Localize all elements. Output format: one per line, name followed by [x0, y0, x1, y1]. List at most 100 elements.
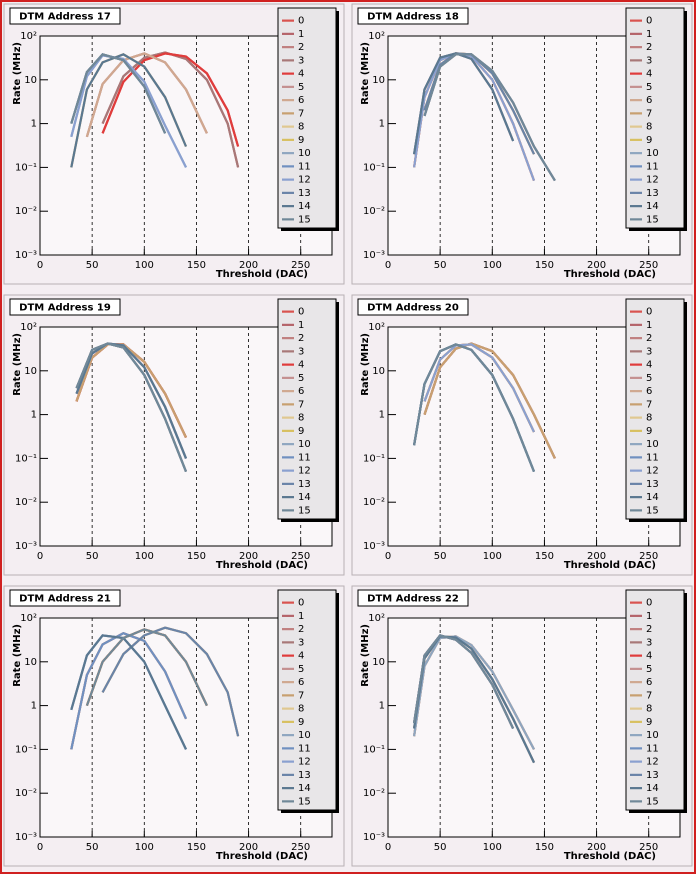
legend-label: 15	[646, 796, 659, 807]
legend-label: 11	[646, 161, 659, 172]
legend-label: 10	[646, 148, 659, 159]
legend-label: 3	[298, 55, 304, 66]
legend-label: 15	[298, 796, 311, 807]
x-tick-label: 200	[239, 842, 258, 853]
title-box	[357, 298, 469, 316]
legend-label: 0	[646, 598, 652, 609]
legend-label: 14	[298, 783, 311, 794]
legend-box	[625, 589, 685, 811]
legend-label: 5	[298, 664, 304, 675]
legend-label: 8	[298, 122, 304, 133]
y-tick-label: 10	[372, 75, 385, 86]
x-tick-label: 100	[135, 842, 154, 853]
legend-label: 13	[298, 479, 311, 490]
x-tick-label: 150	[187, 551, 206, 562]
legend-label: 3	[646, 55, 652, 66]
chart-title: DTM Address 18	[367, 12, 459, 23]
legend-label: 6	[298, 386, 304, 397]
legend-label: 7	[298, 690, 304, 701]
x-tick-label: 150	[535, 260, 554, 271]
legend-box	[625, 7, 685, 229]
x-tick-label: 100	[483, 842, 502, 853]
legend-label: 8	[298, 704, 304, 715]
x-axis-label: Threshold (DAC)	[216, 269, 308, 280]
y-tick-label: 10⁻¹	[15, 162, 37, 173]
chart-title: DTM Address 17	[19, 12, 111, 23]
x-axis-label: Threshold (DAC)	[564, 560, 656, 571]
title-box	[9, 589, 121, 607]
series-line	[413, 634, 515, 729]
legend-label: 12	[646, 466, 659, 477]
x-tick-label: 100	[135, 260, 154, 271]
legend-label: 0	[298, 598, 304, 609]
legend-label: 9	[298, 717, 304, 728]
x-tick-label: 50	[434, 842, 447, 853]
series-line	[70, 631, 188, 750]
legend-label: 7	[298, 399, 304, 410]
title-box	[357, 589, 469, 607]
title-box	[9, 7, 121, 25]
legend-label: 0	[298, 16, 304, 27]
legend-label: 2	[298, 42, 304, 53]
series-line	[70, 53, 167, 134]
legend-label: 1	[646, 320, 652, 331]
series-line	[75, 342, 188, 473]
legend-label: 2	[298, 333, 304, 344]
legend-label: 8	[646, 704, 652, 715]
x-tick-label: 150	[187, 842, 206, 853]
legend-label: 11	[646, 743, 659, 754]
legend-label: 12	[298, 466, 311, 477]
x-tick-label: 50	[86, 842, 99, 853]
y-tick-label: 10⁻²	[363, 497, 385, 508]
chart-title: DTM Address 19	[19, 303, 111, 314]
x-axis-label: Threshold (DAC)	[216, 560, 308, 571]
chart-title: DTM Address 22	[367, 594, 459, 605]
series-line	[413, 635, 535, 764]
legend-label: 14	[646, 201, 659, 212]
legend-label: 5	[646, 373, 652, 384]
legend-label: 10	[298, 439, 311, 450]
legend-label: 13	[646, 479, 659, 490]
legend-label: 10	[646, 439, 659, 450]
legend-label: 9	[298, 135, 304, 146]
y-tick-label: 10²	[20, 31, 37, 42]
x-tick-label: 250	[291, 260, 310, 271]
x-tick-label: 200	[587, 260, 606, 271]
legend-label: 5	[646, 82, 652, 93]
legend-label: 2	[646, 42, 652, 53]
y-tick-label: 10	[24, 366, 37, 377]
x-axis-label: Threshold (DAC)	[564, 269, 656, 280]
legend-label: 4	[646, 360, 652, 371]
legend-label: 13	[298, 188, 311, 199]
x-tick-label: 0	[385, 842, 391, 853]
y-tick-label: 1	[379, 701, 385, 712]
legend-label: 6	[646, 95, 652, 106]
legend-label: 5	[298, 373, 304, 384]
y-tick-label: 10²	[20, 322, 37, 333]
legend-label: 4	[646, 651, 652, 662]
y-tick-label: 10⁻³	[363, 250, 385, 261]
y-tick-label: 1	[31, 410, 37, 421]
y-tick-label: 10⁻¹	[363, 162, 385, 173]
y-tick-label: 10²	[368, 31, 385, 42]
legend-label: 7	[298, 108, 304, 119]
legend-label: 15	[646, 505, 659, 516]
y-tick-label: 10⁻¹	[363, 453, 385, 464]
y-tick-label: 10²	[368, 613, 385, 624]
x-tick-label: 150	[535, 842, 554, 853]
y-tick-label: 10⁻²	[15, 497, 37, 508]
x-tick-label: 50	[86, 551, 99, 562]
x-tick-label: 50	[434, 260, 447, 271]
series-line	[85, 628, 208, 707]
x-tick-label: 250	[639, 260, 658, 271]
legend-label: 15	[646, 214, 659, 225]
legend-label: 2	[646, 624, 652, 635]
legend-label: 12	[646, 757, 659, 768]
legend-label: 7	[646, 399, 652, 410]
legend-label: 13	[646, 770, 659, 781]
series-line	[70, 53, 188, 168]
legend-label: 6	[646, 677, 652, 688]
x-tick-label: 0	[385, 260, 391, 271]
